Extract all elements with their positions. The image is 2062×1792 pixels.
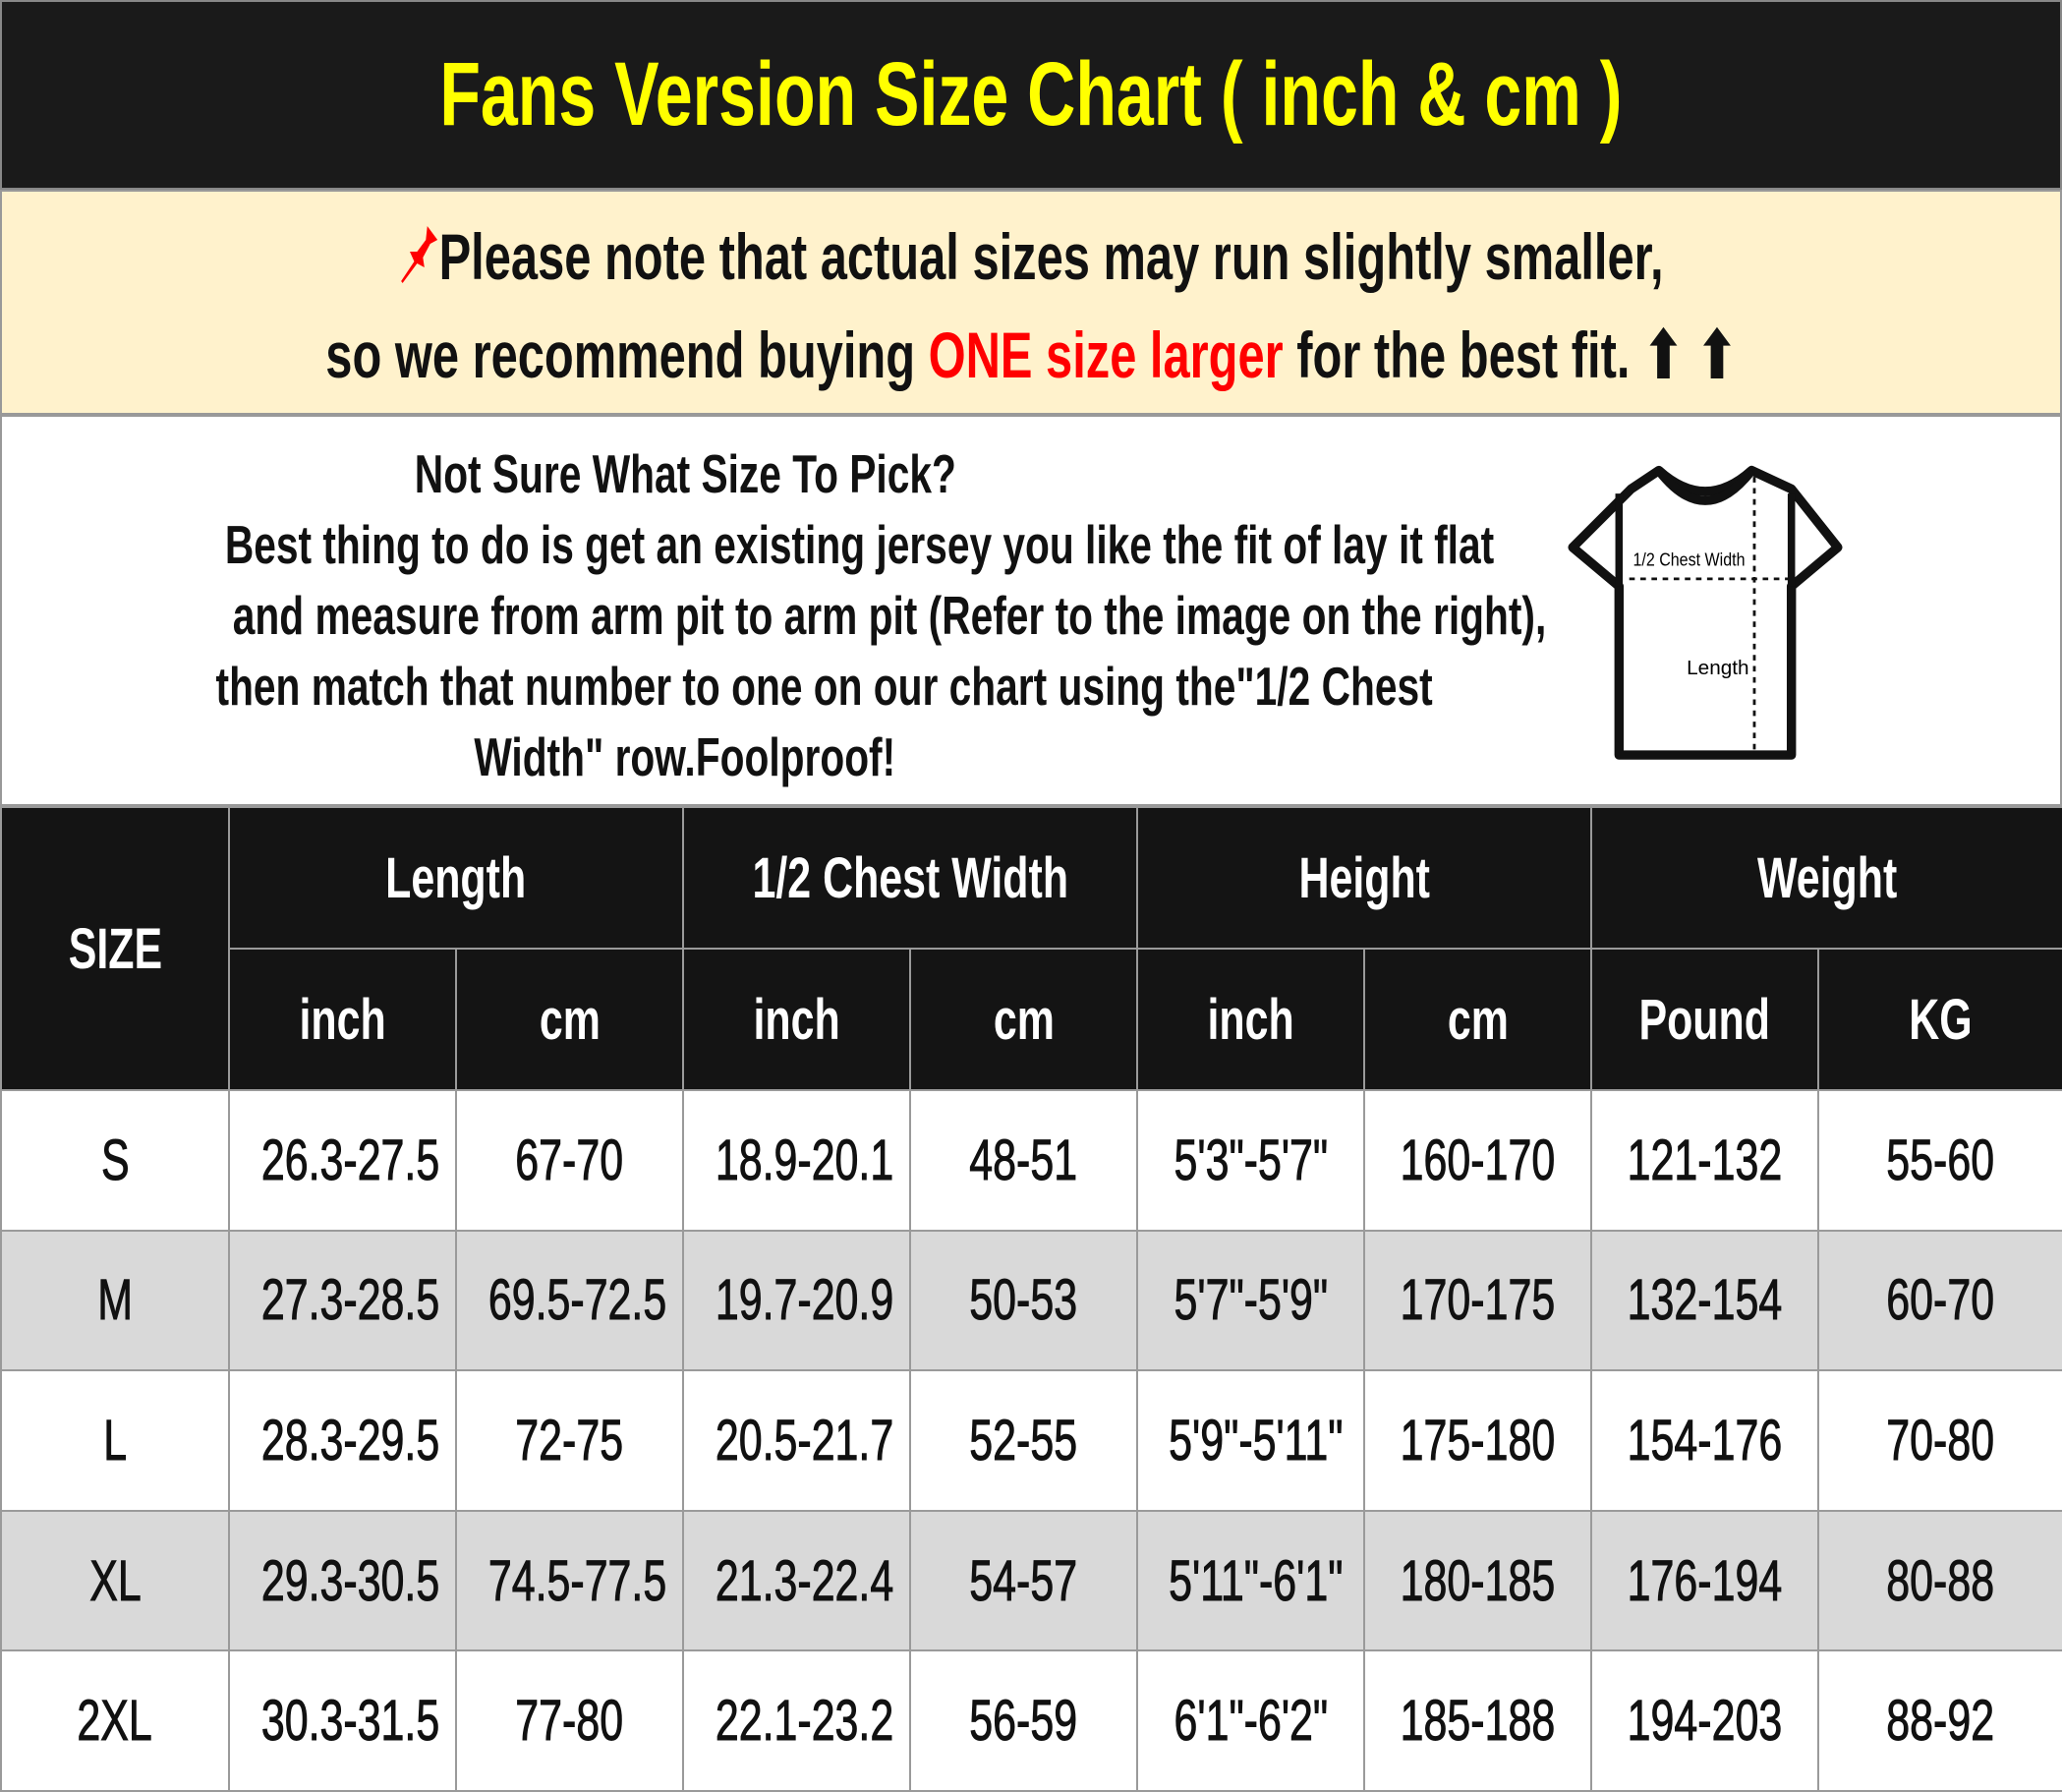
table-cell: 52-55 — [909, 1369, 1139, 1512]
table-cell: 19.7-20.9 — [682, 1229, 912, 1372]
table-cell: 5'3"-5'7" — [1136, 1089, 1366, 1232]
unit-header: cm — [454, 948, 685, 1091]
table-cell: 180-185 — [1363, 1509, 1593, 1652]
table-cell: 50-53 — [909, 1229, 1139, 1372]
table-cell: 28.3-29.5 — [228, 1369, 457, 1512]
table-cell: 69.5-72.5 — [454, 1229, 685, 1372]
group-header: Length — [227, 806, 685, 950]
table-cell: 67-70 — [454, 1089, 685, 1232]
table-cell: 77-80 — [454, 1649, 685, 1792]
unit-header: inch — [228, 948, 457, 1091]
table-cell: 154-176 — [1590, 1369, 1820, 1512]
sizing-note: Please note that actual sizes may run sl… — [0, 190, 2062, 415]
table-cell: 26.3-27.5 — [228, 1089, 457, 1232]
table-cell: 160-170 — [1363, 1089, 1593, 1232]
unit-header: cm — [909, 948, 1139, 1091]
table-cell: 6'1"-6'2" — [1136, 1649, 1366, 1792]
table-row: XL 29.3-30.5 74.5-77.5 21.3-22.4 54-57 5'11"-… — [0, 1509, 2062, 1652]
table-cell: 60-70 — [1817, 1229, 2062, 1372]
table-cell: 56-59 — [909, 1649, 1139, 1792]
table-cell: 22.1-23.2 — [682, 1649, 912, 1792]
table-row: M 27.3-28.5 69.5-72.5 19.7-20.9 50-53 5'7"-5'… — [0, 1229, 2062, 1372]
table-cell: 70-80 — [1817, 1369, 2062, 1512]
chart-title: Fans Version Size Chart ( inch & cm ) — [0, 0, 2062, 190]
table-cell: 80-88 — [1817, 1509, 2062, 1652]
table-cell: 185-188 — [1363, 1649, 1593, 1792]
unit-header: inch — [682, 948, 912, 1091]
size-cell: XL — [0, 1509, 230, 1652]
table-cell: 5'9"-5'11" — [1136, 1369, 1366, 1512]
unit-header: Pound — [1590, 948, 1820, 1091]
table-cell: 21.3-22.4 — [682, 1509, 912, 1652]
table-row: 2XL 30.3-31.5 77-80 22.1-23.2 56-59 6'1"-6'2"… — [0, 1649, 2062, 1792]
table-cell: 175-180 — [1363, 1369, 1593, 1512]
group-header: Height — [1136, 806, 1593, 950]
table-cell: 5'11"-6'1" — [1136, 1509, 1366, 1652]
table-cell: 55-60 — [1817, 1089, 2062, 1232]
table-cell: 121-132 — [1590, 1089, 1820, 1232]
size-table: SIZE Length 1/2 Chest Width Height Weigh… — [0, 806, 2062, 1792]
size-cell: M — [0, 1229, 230, 1372]
size-cell: S — [0, 1089, 230, 1232]
table-cell: 5'7"-5'9" — [1136, 1229, 1366, 1372]
table-cell: 20.5-21.7 — [682, 1369, 912, 1512]
group-header: 1/2 Chest Width — [682, 806, 1139, 950]
unit-header: cm — [1363, 948, 1593, 1091]
table-cell: 176-194 — [1590, 1509, 1820, 1652]
table-cell: 72-75 — [454, 1369, 685, 1512]
table-cell: 170-175 — [1363, 1229, 1593, 1372]
size-cell: L — [0, 1369, 230, 1512]
table-cell: 27.3-28.5 — [228, 1229, 457, 1372]
length-label: Length — [1687, 657, 1748, 679]
up-arrows-icon: ⬆ ⬆ — [1642, 318, 1738, 391]
table-row: L 28.3-29.5 72-75 20.5-21.7 52-55 5'9"-5'11" 1… — [0, 1369, 2062, 1512]
table-cell: 194-203 — [1590, 1649, 1820, 1792]
size-cell: 2XL — [0, 1649, 230, 1792]
chest-label: 1/2 Chest Width — [1632, 549, 1745, 570]
table-row: S 26.3-27.5 67-70 18.9-20.1 48-51 5'3"-5'7" 16… — [0, 1089, 2062, 1232]
size-header: SIZE — [0, 806, 230, 1091]
unit-header: KG — [1817, 948, 2062, 1091]
table-cell: 29.3-30.5 — [228, 1509, 457, 1652]
table-cell: 88-92 — [1817, 1649, 2062, 1792]
table-cell: 18.9-20.1 — [682, 1089, 912, 1232]
pushpin-icon — [401, 226, 438, 283]
table-cell: 54-57 — [909, 1509, 1139, 1652]
table-cell: 48-51 — [909, 1089, 1139, 1232]
group-header: Weight — [1590, 806, 2062, 950]
table-cell: 74.5-77.5 — [454, 1509, 685, 1652]
table-cell: 30.3-31.5 — [228, 1649, 457, 1792]
tshirt-diagram: 1/2 Chest Width Length — [1568, 465, 1843, 760]
unit-header: inch — [1136, 948, 1366, 1091]
table-cell: 132-154 — [1590, 1229, 1820, 1372]
